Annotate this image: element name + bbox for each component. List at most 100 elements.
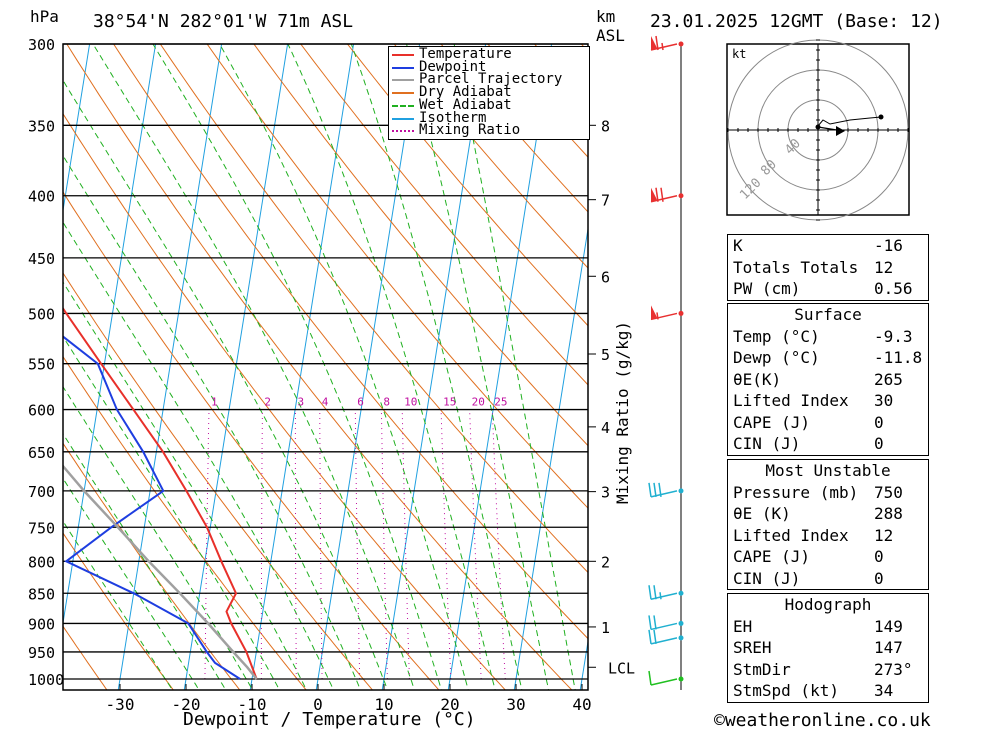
mu-key: CAPE (J) [733,547,811,566]
wind-barb-pennant [651,187,657,202]
dry-adiabat-line [206,44,588,509]
wet-adiabat-line [350,44,523,690]
mixing-ratio-value-label: 8 [383,396,390,409]
legend-label: Wet Adiabat [419,96,512,113]
height-tick-label: 6 [601,268,610,286]
mixing-ratio-line [380,409,388,680]
mu-value: 750 [874,482,903,502]
wind-barb-flag [648,629,652,644]
mixing-ratio-value-label: 25 [494,396,507,409]
wind-level-dot [678,310,684,316]
height-tick-label: 3 [601,484,610,502]
wet-adiabat-line [406,44,550,690]
mixing-ratio-value-label: 10 [404,396,417,409]
surface-title: Surface [794,305,862,324]
surface-value: -11.8 [874,348,923,367]
storm-motion-arrowhead [836,126,845,136]
legend-label: Isotherm [419,109,487,126]
wind-barb-flag [648,670,652,686]
dry-adiabat-line [440,44,588,213]
mixing-ratio-value-label: 4 [322,396,329,409]
hodo-value: 149 [874,616,903,636]
height-tick-label: 5 [601,346,610,364]
datetime-title: 23.01.2025 12GMT (Base: 12) [650,11,943,32]
height-tick-label: 7 [601,192,610,210]
wet-adiabat-line [63,477,200,690]
isotherm-line [63,44,157,626]
temperature-tick-label: 0 [313,695,323,714]
mixing-ratio-axis-title: Mixing Ratio (g/kg) [613,320,632,504]
surface-value: 0 [874,434,884,453]
wet-adiabat-line [453,44,576,690]
temperature-tick-label: -20 [172,695,201,714]
mixing-ratio-line [260,409,263,679]
mu-value: 0 [874,568,884,588]
dewpoint-curve [63,335,241,680]
wind-barb [648,670,678,686]
wind-barb-flag [653,482,657,497]
hodograph-table: Hodograph EH 149 SREH 147 StmDir 273° StmSp… [727,593,929,703]
temperature-tick-label: -30 [106,695,135,714]
mixing-ratio-line [491,409,506,680]
pressure-tick-label: 950 [28,644,55,662]
mixing-ratio-value-label: 3 [297,396,304,409]
dry-adiabat-line [63,191,440,690]
wind-level-dot [678,193,684,199]
wind-barb-pennant [651,36,657,50]
pressure-tick-label: 450 [28,250,55,268]
wet-adiabat-line [63,335,281,690]
isotherm-line [579,638,588,690]
legend-label: Dewpoint [419,58,487,75]
mu-key: CIN (J) [733,568,801,588]
most-unstable-table: Most Unstable Pressure (mb) 750 θE (K) 288… [727,459,929,590]
wind-barb-flag [660,187,664,202]
pressure-tick-label: 800 [28,553,55,571]
hodograph-trace [817,116,882,127]
index-key: PW (cm) [733,279,801,298]
height-tick-label: LCL [608,659,635,677]
wind-level-dot [678,620,684,626]
mu-key: θE (K) [733,504,791,523]
wind-barb [650,35,678,51]
height-tick-label: 4 [601,419,610,437]
dry-adiabat-line [253,44,588,447]
hodo-key: StmSpd (kt) [733,681,839,700]
wet-adiabat-line [63,221,335,690]
dry-adiabat-line [346,44,588,327]
mu-value: 288 [874,504,903,523]
pressure-tick-label: 300 [28,36,55,54]
hodograph-title: Hodograph [784,595,872,614]
most-unstable-title: Most Unstable [765,461,891,480]
legend: Temperature Dewpoint Parcel Trajectory Dry … [388,46,590,140]
dry-adiabat-line [393,44,588,269]
wind-level-dot [678,41,684,47]
dry-adiabat-line [66,44,573,690]
pressure-tick-label: 700 [28,483,55,501]
mixing-ratio-line [294,409,297,680]
wind-barb [648,482,678,498]
dry-adiabat-line [113,44,588,640]
temperature-tick-label: 20 [440,695,459,714]
temperature-tick-label: 40 [572,695,591,714]
hodo-value: 273° [874,659,913,679]
dry-adiabat-line [63,532,174,690]
copyright-link[interactable]: ©weatheronline.co.uk [714,710,931,731]
mu-value: 12 [874,525,894,545]
dry-adiabat-line [300,44,588,386]
wet-adiabat-line [63,154,362,690]
legend-swatch [392,66,414,69]
pressure-tick-label: 500 [28,305,55,323]
x-axis-title: Dewpoint / Temperature (°C) [183,709,476,730]
height-tick-label: 8 [601,117,610,135]
pressure-unit-label: hPa [30,7,59,26]
dry-adiabat-line [63,442,241,690]
pressure-tick-label: 650 [28,444,55,462]
isotherm-line [0,8,29,705]
wind-barb [650,187,678,203]
mixing-ratio-value-label: 6 [357,396,364,409]
wet-adiabat-line [63,432,227,690]
isotherm-line [63,44,91,214]
wind-barb [648,615,678,631]
legend-swatch [392,130,414,133]
